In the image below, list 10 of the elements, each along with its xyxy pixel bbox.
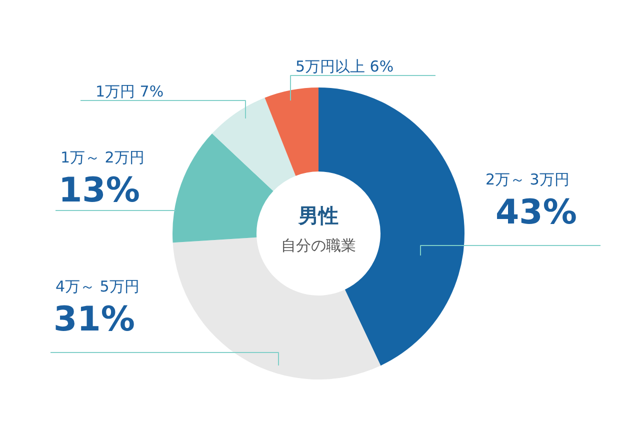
slice-label: 1万～ 2万円 — [60, 148, 144, 166]
slice-label: 1万円 7% — [96, 82, 164, 100]
data-label: 31% — [54, 300, 135, 340]
text: 自分の職業 — [281, 236, 356, 254]
text: 男性 — [298, 204, 338, 228]
slice-label: 4万～ 5万円 — [56, 278, 140, 296]
data-label: 43% — [496, 192, 577, 232]
slice-label: 5万円以上 6% — [296, 58, 394, 76]
data-label: 13% — [58, 170, 140, 210]
slice-label: 2万～ 3万円 — [486, 170, 570, 188]
